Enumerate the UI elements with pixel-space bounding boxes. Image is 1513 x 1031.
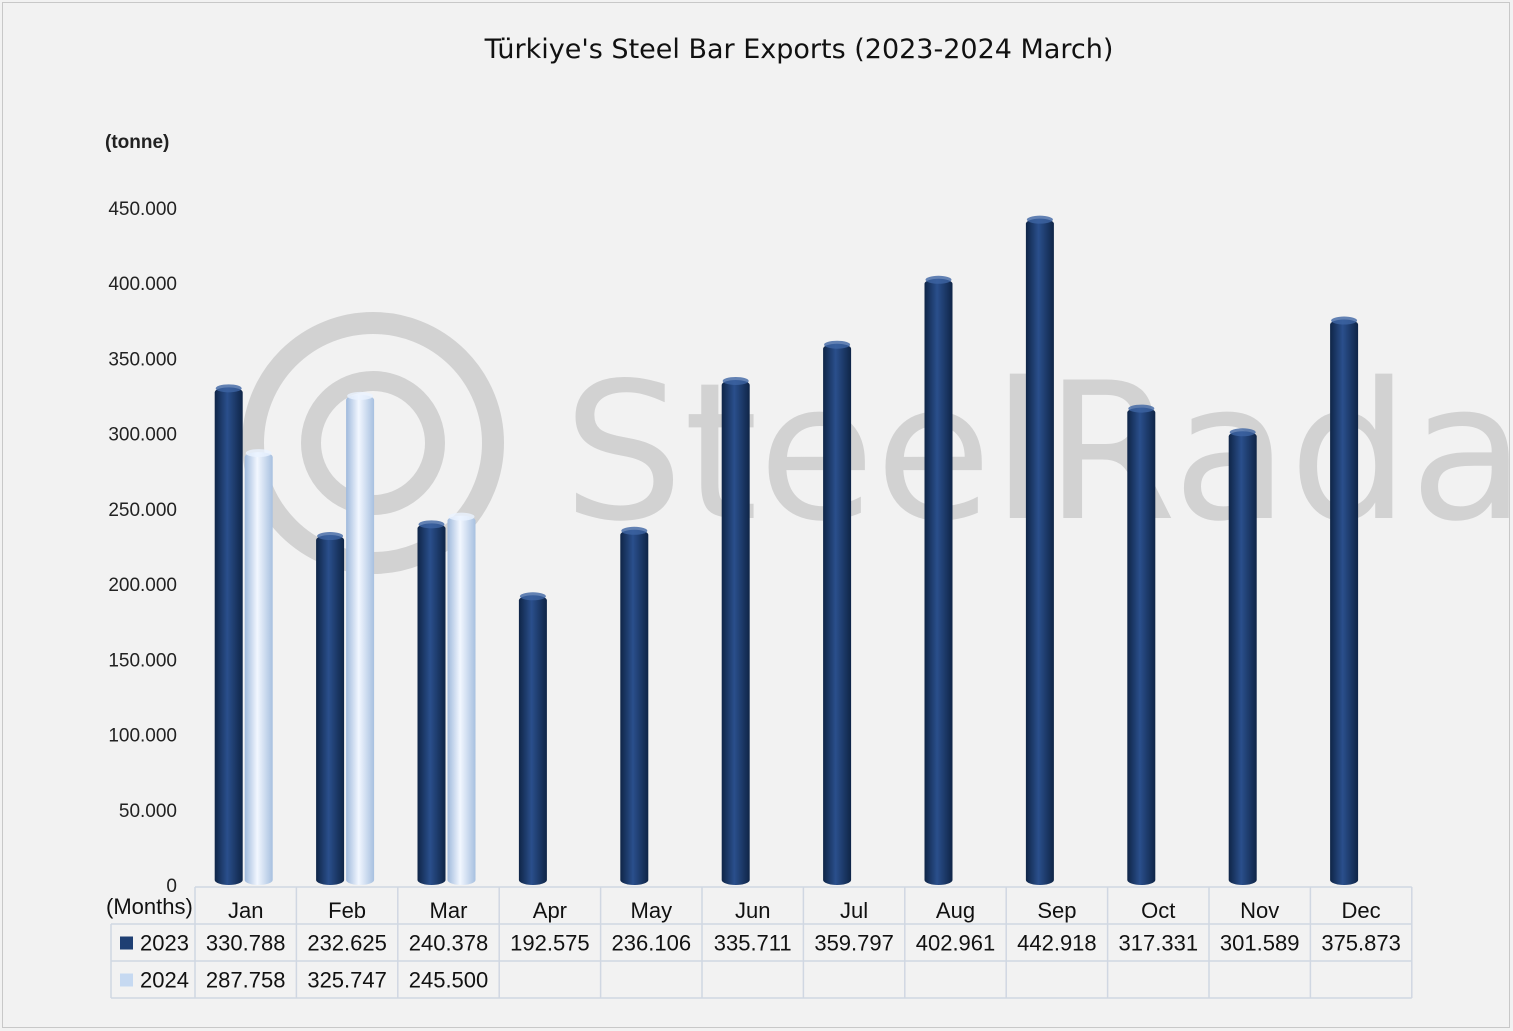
data-label: 240.378 <box>409 931 489 956</box>
x-tick-label: Jul <box>840 898 868 923</box>
x-tick-label: Apr <box>533 898 567 923</box>
bar-2024-mar <box>447 512 476 885</box>
x-tick-label: Nov <box>1240 898 1279 923</box>
x-tick-label: Jun <box>735 898 770 923</box>
bar-2024-jan <box>244 449 273 885</box>
x-tick-label: Sep <box>1037 898 1076 923</box>
data-label: 236.106 <box>612 931 692 956</box>
x-tick-label: Mar <box>430 898 468 923</box>
data-label: 192.575 <box>510 931 590 956</box>
y-tick-label: 350.000 <box>108 349 177 370</box>
data-label: 335.711 <box>714 931 792 956</box>
bar-2023-may <box>620 526 649 885</box>
data-label: 245.500 <box>409 968 489 993</box>
x-tick-label: May <box>631 898 673 923</box>
y-tick-label: 100.000 <box>108 726 177 747</box>
data-label: 330.788 <box>206 931 286 956</box>
x-tick-label: Aug <box>936 898 975 923</box>
data-label: 301.589 <box>1220 931 1300 956</box>
data-label: 317.331 <box>1119 931 1199 956</box>
bar-2023-jul <box>823 340 852 885</box>
legend-swatch-2023 <box>120 936 133 950</box>
bar-2023-apr <box>518 592 547 885</box>
y-tick-label: 450.000 <box>108 199 177 220</box>
bar-2023-dec <box>1330 316 1359 885</box>
x-tick-label: Jan <box>228 898 263 923</box>
bar-2023-feb <box>316 532 345 885</box>
y-tick-label: 300.000 <box>108 425 177 446</box>
chart: SteelRadar Türkiye's Steel Bar Exports (… <box>105 34 1511 999</box>
data-label: 402.961 <box>916 931 996 956</box>
bar-2023-nov <box>1228 428 1257 885</box>
bar-2023-oct <box>1127 404 1156 885</box>
data-label: 325.747 <box>307 968 387 993</box>
data-label: 375.873 <box>1321 931 1401 956</box>
bar-2024-feb <box>346 391 375 885</box>
y-tick-label: 150.000 <box>108 650 177 671</box>
y-axis-unit-label: (tonne) <box>105 132 169 153</box>
x-axis-label: (Months) <box>106 894 193 919</box>
data-label: 287.758 <box>206 968 286 993</box>
chart-title: Türkiye's Steel Bar Exports (2023-2024 M… <box>484 34 1114 65</box>
data-label: 442.918 <box>1017 931 1097 956</box>
bar-2023-sep <box>1025 215 1054 885</box>
y-tick-label: 400.000 <box>108 274 177 295</box>
legend-label: 2023 <box>140 931 189 956</box>
y-tick-label: 0 <box>166 876 177 897</box>
legend-label: 2024 <box>140 968 189 993</box>
legend-swatch-2024 <box>120 973 133 987</box>
y-tick-label: 50.000 <box>119 801 177 822</box>
x-tick-label: Oct <box>1141 898 1175 923</box>
data-label: 359.797 <box>814 931 894 956</box>
x-tick-label: Dec <box>1342 898 1381 923</box>
bar-2023-aug <box>924 275 953 885</box>
bars <box>214 215 1359 885</box>
bar-2023-mar <box>417 520 446 885</box>
data-label: 232.625 <box>307 931 387 956</box>
y-tick-label: 250.000 <box>108 500 177 521</box>
bar-2023-jun <box>721 376 750 885</box>
bar-2023-jan <box>214 384 243 885</box>
data-table: (Months) Jan Feb Mar Apr May Jun Jul Aug Sep Oct N… <box>106 886 1413 999</box>
y-axis: 0 50.000 100.000 150.000 200.000 250.000 300.0… <box>108 199 177 897</box>
x-tick-label: Feb <box>328 898 366 923</box>
y-tick-label: 200.000 <box>108 575 177 596</box>
